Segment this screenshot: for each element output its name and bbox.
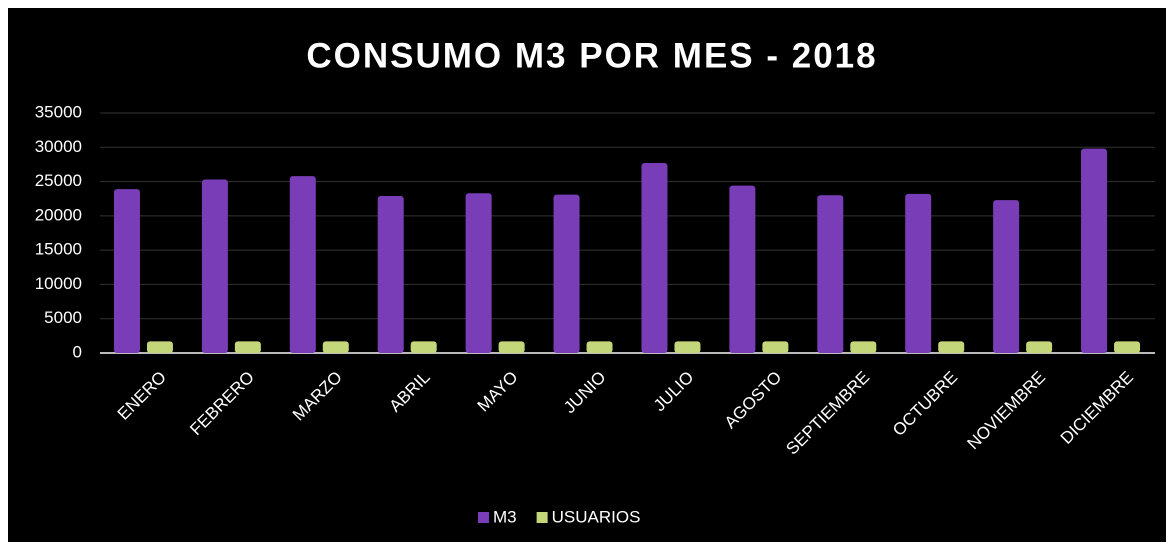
bar bbox=[674, 341, 701, 353]
y-tick-label: 10000 bbox=[35, 274, 82, 293]
y-tick-label: 20000 bbox=[35, 205, 82, 224]
legend-label: USUARIOS bbox=[552, 507, 641, 526]
bar bbox=[377, 195, 404, 353]
bar bbox=[1026, 341, 1053, 353]
y-tick-label: 0 bbox=[73, 342, 82, 361]
bar bbox=[586, 341, 613, 353]
bar bbox=[498, 341, 525, 353]
y-tick-label: 15000 bbox=[35, 240, 82, 259]
bar bbox=[465, 193, 492, 353]
legend-swatch bbox=[536, 512, 548, 523]
bar bbox=[322, 341, 349, 353]
bar bbox=[938, 341, 965, 353]
y-tick-label: 5000 bbox=[44, 308, 82, 327]
y-tick-label: 35000 bbox=[35, 102, 82, 121]
bar bbox=[729, 185, 756, 353]
legend-swatch bbox=[478, 512, 489, 523]
bar bbox=[641, 163, 668, 353]
bar bbox=[146, 341, 173, 353]
bar bbox=[905, 193, 932, 353]
chart-background bbox=[8, 8, 1166, 542]
bar bbox=[817, 195, 844, 353]
y-tick-label: 30000 bbox=[35, 137, 82, 156]
legend-label: M3 bbox=[493, 507, 517, 526]
bar bbox=[553, 194, 580, 353]
bar bbox=[289, 176, 316, 353]
y-tick-label: 25000 bbox=[35, 171, 82, 190]
bar bbox=[201, 179, 228, 353]
bar bbox=[850, 341, 877, 353]
bar bbox=[1081, 148, 1108, 353]
bar bbox=[410, 341, 437, 353]
bar bbox=[762, 341, 789, 353]
bar bbox=[113, 189, 140, 353]
chart-title: CONSUMO M3 POR MES - 2018 bbox=[306, 36, 877, 75]
bar bbox=[234, 341, 261, 353]
bar bbox=[993, 200, 1020, 353]
bar bbox=[1114, 341, 1141, 353]
